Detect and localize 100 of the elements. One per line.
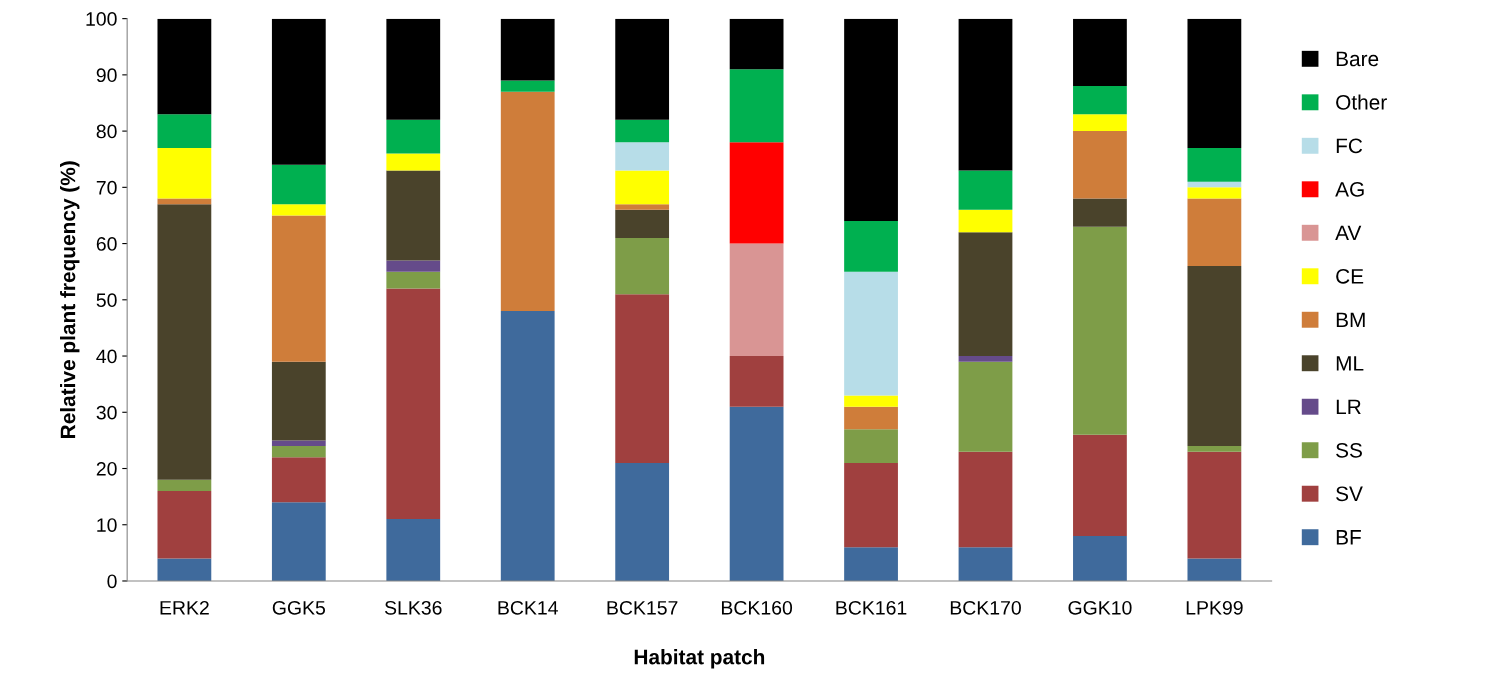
x-axis-title: Habitat patch <box>634 649 765 669</box>
legend-label: SS <box>1336 442 1362 458</box>
legend-label: CE <box>1336 268 1364 284</box>
bar <box>729 18 784 70</box>
bar <box>1187 187 1242 199</box>
legend-label: AG <box>1335 181 1364 197</box>
bar <box>844 221 898 272</box>
x-tick-label: SLK36 <box>384 600 442 615</box>
legend-label: SV <box>1336 486 1363 502</box>
bar <box>729 406 784 581</box>
bar <box>844 395 898 407</box>
bar <box>157 18 212 115</box>
x-tick-label: GGK5 <box>272 600 326 615</box>
bar <box>958 18 1013 171</box>
bar <box>1187 446 1242 452</box>
bar <box>1187 558 1242 581</box>
bar <box>157 491 212 559</box>
y-tick-label: 10 <box>97 518 117 532</box>
bar <box>271 164 326 205</box>
bar <box>844 406 898 430</box>
bar <box>615 204 670 210</box>
bar <box>844 429 898 463</box>
bar <box>271 361 326 441</box>
legend-label: BM <box>1336 312 1365 327</box>
x-tick-label: BCK160 <box>721 600 793 615</box>
bar <box>958 232 1013 357</box>
y-tick-label: 100 <box>86 12 117 26</box>
bar <box>386 519 441 581</box>
legend-label: BF <box>1336 530 1361 545</box>
x-tick-label: ERK2 <box>160 600 209 615</box>
bar <box>615 119 670 143</box>
bar <box>271 204 326 216</box>
bar <box>500 18 555 81</box>
x-tick-label: BCK157 <box>607 600 678 615</box>
bar <box>958 451 1013 548</box>
y-axis-title: Relative plant frequency (%) <box>60 161 80 438</box>
legend-label: Bare <box>1336 51 1379 67</box>
bar <box>386 260 441 272</box>
bar <box>271 215 326 362</box>
bar <box>386 170 441 261</box>
bar <box>386 119 441 154</box>
bar <box>1073 131 1127 199</box>
bar <box>1073 434 1127 536</box>
x-tick-label: GGK10 <box>1068 600 1132 615</box>
bar <box>729 243 784 357</box>
legend-label: Other <box>1336 94 1387 110</box>
y-tick-label: 20 <box>96 461 117 476</box>
bar <box>615 142 670 171</box>
legend-label: FC <box>1336 138 1363 154</box>
y-tick-label: 80 <box>96 124 117 139</box>
y-tick-label: 90 <box>96 68 117 83</box>
bar <box>500 80 555 92</box>
bar <box>958 547 1013 581</box>
y-tick-label: 50 <box>96 293 117 308</box>
y-tick-label: 30 <box>96 405 117 420</box>
bar <box>271 446 326 458</box>
bar <box>1187 198 1242 267</box>
bar <box>729 142 784 244</box>
bar <box>271 502 326 581</box>
bar <box>157 204 212 480</box>
bar <box>615 209 670 238</box>
y-tick-label: 60 <box>96 237 117 251</box>
bar <box>1187 451 1242 559</box>
x-tick-label: LPK99 <box>1186 600 1243 615</box>
bar <box>157 114 212 148</box>
bar <box>1073 18 1127 87</box>
bar <box>500 91 555 312</box>
legend-label: ML <box>1336 356 1364 371</box>
bar <box>386 18 441 120</box>
bar <box>615 462 670 581</box>
y-tick-label: 70 <box>96 180 117 195</box>
bar <box>157 479 212 491</box>
bar <box>615 237 670 295</box>
bar <box>958 361 1013 452</box>
bar <box>729 356 784 407</box>
y-tick-label: 0 <box>107 574 117 589</box>
bar <box>386 153 441 171</box>
bar <box>271 457 326 503</box>
bar <box>958 356 1013 362</box>
bar <box>157 147 212 199</box>
bar <box>958 209 1013 233</box>
legend-label: AV <box>1335 225 1362 241</box>
bar <box>1073 86 1127 115</box>
bar <box>1073 198 1127 227</box>
bar <box>844 462 898 548</box>
bar <box>615 170 670 205</box>
bar <box>1073 535 1127 581</box>
bar <box>1073 226 1127 435</box>
bar <box>615 18 670 120</box>
x-tick-label: BCK161 <box>836 600 907 615</box>
legend-label: LR <box>1336 399 1361 414</box>
bar <box>1187 18 1242 148</box>
bar <box>271 440 326 447</box>
bar <box>271 18 326 165</box>
bar <box>500 311 555 581</box>
bar <box>1187 266 1242 447</box>
bar <box>958 170 1013 210</box>
bar <box>386 271 441 289</box>
bar <box>844 547 898 581</box>
x-tick-label: BCK170 <box>950 600 1021 615</box>
